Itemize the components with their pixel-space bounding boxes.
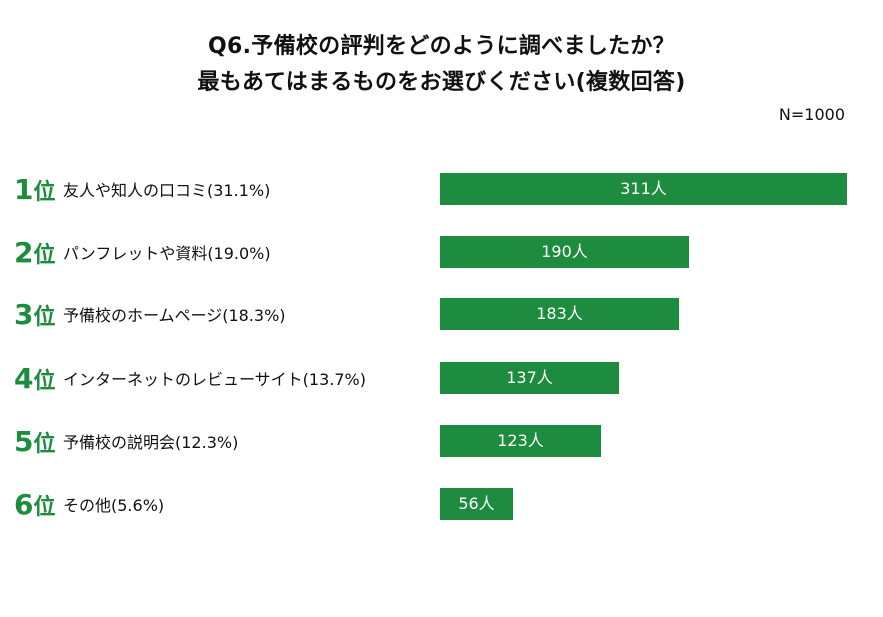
chart-subtitle: 最もあてはまるものをお選びください(複数回答)	[197, 70, 686, 95]
rank-label: 1位	[14, 173, 56, 207]
bar: 190人	[440, 236, 689, 268]
bar: 123人	[440, 425, 601, 457]
bar-row: 2位 パンフレットや資料(19.0%) 190人	[0, 236, 883, 270]
bar: 311人	[440, 173, 847, 205]
rank-label: 6位	[14, 488, 56, 522]
bar-row: 5位 予備校の説明会(12.3%) 123人	[0, 425, 883, 459]
rank-label: 2位	[14, 236, 56, 270]
bar-value-label: 190人	[541, 242, 588, 261]
rank-suffix: 位	[33, 243, 56, 268]
rank-number: 5	[14, 425, 34, 458]
bar: 183人	[440, 298, 679, 330]
rank-number: 3	[14, 298, 34, 331]
rank-number: 4	[14, 362, 34, 395]
bar-value-label: 123人	[497, 431, 544, 450]
category-label: パンフレットや資料(19.0%)	[63, 244, 271, 263]
category-label: インターネットのレビューサイト(13.7%)	[63, 370, 366, 389]
bar-row: 4位 インターネットのレビューサイト(13.7%) 137人	[0, 362, 883, 396]
bar-value-label: 311人	[620, 179, 667, 198]
rank-suffix: 位	[33, 495, 56, 520]
rank-suffix: 位	[33, 432, 56, 457]
chart-title: Q6.予備校の評判をどのように調べましたか？	[208, 34, 675, 59]
rank-suffix: 位	[33, 369, 56, 394]
bar-row: 6位 その他(5.6%) 56人	[0, 488, 883, 522]
rank-label: 5位	[14, 425, 56, 459]
category-label: 友人や知人の口コミ(31.1%)	[63, 181, 271, 200]
rank-suffix: 位	[33, 180, 56, 205]
rank-number: 6	[14, 488, 34, 521]
category-label: その他(5.6%)	[63, 496, 165, 515]
bar-value-label: 137人	[506, 368, 553, 387]
category-label: 予備校の説明会(12.3%)	[63, 433, 239, 452]
bar-value-label: 56人	[458, 494, 495, 513]
bar-value-label: 183人	[536, 304, 583, 323]
rank-number: 1	[14, 173, 34, 206]
bar: 137人	[440, 362, 619, 394]
bar-row: 3位 予備校のホームページ(18.3%) 183人	[0, 298, 883, 332]
rank-suffix: 位	[33, 305, 56, 330]
bar-row: 1位 友人や知人の口コミ(31.1%) 311人	[0, 173, 883, 207]
bar: 56人	[440, 488, 513, 520]
category-label: 予備校のホームページ(18.3%)	[63, 306, 286, 325]
rank-label: 4位	[14, 362, 56, 396]
rank-number: 2	[14, 236, 34, 269]
sample-size-label: N=1000	[778, 105, 845, 124]
rank-label: 3位	[14, 298, 56, 332]
